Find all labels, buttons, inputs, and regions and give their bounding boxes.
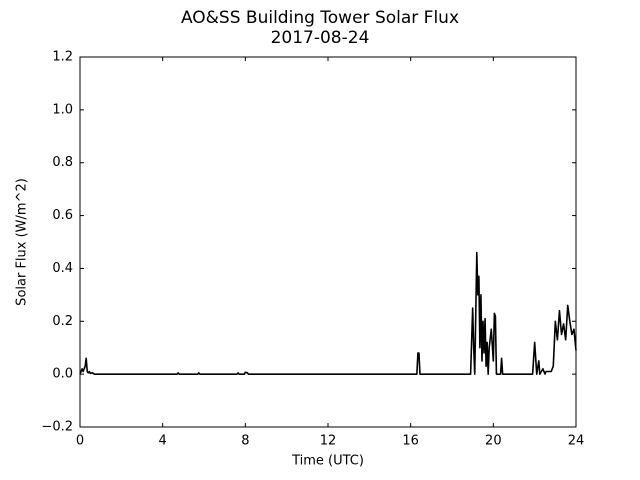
x-tick-label: 16: [402, 434, 419, 449]
x-tick-label: 0: [76, 434, 84, 449]
y-tick-label: 0.8: [52, 155, 73, 170]
y-tick-label: 0.0: [52, 367, 73, 382]
x-axis-label: Time (UTC): [291, 454, 364, 469]
x-tick-label: 4: [159, 434, 167, 449]
y-tick-label: 1.2: [52, 50, 73, 65]
y-tick-label: 0.2: [52, 314, 73, 329]
chart-subtitle: 2017-08-24: [271, 28, 370, 48]
y-axis-label: Solar Flux (W/m^2): [15, 178, 30, 306]
data-line: [79, 251, 577, 375]
x-tick-label: 20: [485, 434, 502, 449]
x-tick-label: 24: [568, 434, 585, 449]
plot-frame: [79, 56, 577, 428]
chart-title: AO&SS Building Tower Solar Flux: [181, 8, 459, 28]
y-tick-label: 1.0: [52, 102, 73, 117]
y-tick-label: −0.2: [41, 420, 73, 435]
y-tick-label: 0.4: [52, 261, 73, 276]
x-tick-label: 12: [320, 434, 337, 449]
x-tick-label: 8: [241, 434, 249, 449]
y-tick-label: 0.6: [52, 208, 73, 223]
